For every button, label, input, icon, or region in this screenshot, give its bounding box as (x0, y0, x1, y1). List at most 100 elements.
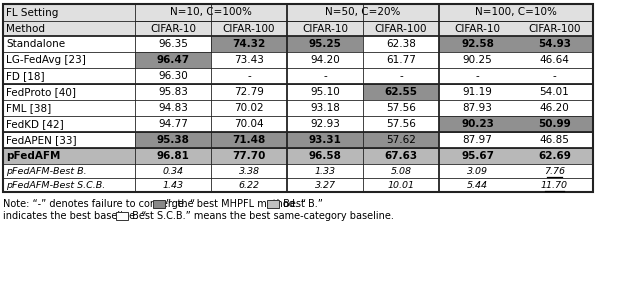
Text: 94.83: 94.83 (158, 103, 188, 113)
Text: 3.38: 3.38 (239, 166, 259, 176)
Text: 93.18: 93.18 (310, 103, 340, 113)
Text: indicates the best baseline. “: indicates the best baseline. “ (3, 211, 147, 221)
Text: 94.77: 94.77 (158, 119, 188, 129)
Bar (135, 178, 211, 192)
Bar (516, 132, 593, 148)
Bar (439, 148, 516, 164)
Text: 96.30: 96.30 (158, 71, 188, 81)
Text: FedAPEN [33]: FedAPEN [33] (6, 135, 77, 145)
Text: LG-FedAvg [23]: LG-FedAvg [23] (6, 55, 86, 65)
Bar (268, 200, 279, 208)
Bar (516, 84, 593, 100)
Text: N=10, C=100%: N=10, C=100% (170, 7, 252, 18)
Bar (135, 148, 211, 164)
Text: Best B.”: Best B.” (280, 199, 323, 209)
Bar (287, 21, 363, 36)
Text: 77.70: 77.70 (232, 151, 266, 161)
Bar (363, 21, 439, 36)
Text: 96.81: 96.81 (157, 151, 189, 161)
Text: 95.25: 95.25 (308, 39, 341, 49)
Text: 10.01: 10.01 (387, 181, 415, 189)
Bar (211, 21, 287, 36)
Bar (135, 116, 211, 132)
Bar (3, 178, 135, 192)
Bar (135, 21, 211, 36)
Bar (439, 116, 516, 132)
Text: -: - (247, 71, 251, 81)
Bar (3, 36, 135, 52)
Text: 93.31: 93.31 (308, 135, 341, 145)
Bar (135, 36, 211, 52)
Text: 62.38: 62.38 (386, 39, 416, 49)
Text: 95.38: 95.38 (157, 135, 189, 145)
Bar (211, 116, 287, 132)
Bar (363, 148, 439, 164)
Bar (287, 164, 363, 178)
Text: 96.58: 96.58 (308, 151, 341, 161)
Text: 73.43: 73.43 (234, 55, 264, 65)
Bar (287, 4, 439, 21)
Text: FL Setting: FL Setting (6, 7, 58, 18)
Text: 46.20: 46.20 (540, 103, 570, 113)
Bar (211, 178, 287, 192)
Text: CIFAR-100: CIFAR-100 (223, 24, 275, 34)
Text: FML [38]: FML [38] (6, 103, 51, 113)
Text: 87.97: 87.97 (463, 135, 492, 145)
Text: 1.43: 1.43 (163, 181, 184, 189)
Bar (363, 178, 439, 192)
Text: 94.20: 94.20 (310, 55, 340, 65)
Text: 0.34: 0.34 (163, 166, 184, 176)
Text: 92.58: 92.58 (461, 39, 494, 49)
Text: pFedAFM-Best B.: pFedAFM-Best B. (6, 166, 86, 176)
Text: 5.44: 5.44 (467, 181, 488, 189)
Bar (363, 132, 439, 148)
Bar (3, 21, 135, 36)
Bar (135, 132, 211, 148)
Text: FD [18]: FD [18] (6, 71, 45, 81)
Bar (516, 164, 593, 178)
Text: ”: the best MHPFL method. “: ”: the best MHPFL method. “ (166, 199, 306, 209)
Bar (135, 84, 211, 100)
Text: 5.08: 5.08 (390, 166, 412, 176)
Bar (439, 164, 516, 178)
Text: Standalone: Standalone (6, 39, 65, 49)
Bar (363, 116, 439, 132)
Bar (363, 52, 439, 68)
Text: 3.27: 3.27 (314, 181, 335, 189)
Text: N=100, C=10%: N=100, C=10% (475, 7, 557, 18)
Bar (363, 36, 439, 52)
Bar (439, 52, 516, 68)
Bar (3, 132, 135, 148)
Text: 54.01: 54.01 (540, 87, 570, 97)
Text: 3.09: 3.09 (467, 166, 488, 176)
Bar (439, 4, 593, 21)
Bar (516, 148, 593, 164)
Text: Method: Method (6, 24, 45, 34)
Bar (211, 52, 287, 68)
Bar (135, 68, 211, 84)
Bar (3, 100, 135, 116)
Text: 50.99: 50.99 (538, 119, 571, 129)
Bar (287, 84, 363, 100)
Text: Note: “-” denotes failure to converge. “: Note: “-” denotes failure to converge. “ (3, 199, 195, 209)
Bar (287, 116, 363, 132)
Text: 72.79: 72.79 (234, 87, 264, 97)
Text: FedProto [40]: FedProto [40] (6, 87, 76, 97)
Bar (287, 148, 363, 164)
Bar (211, 164, 287, 178)
Bar (439, 68, 516, 84)
Bar (363, 68, 439, 84)
Text: 90.23: 90.23 (461, 119, 494, 129)
Text: 6.22: 6.22 (239, 181, 259, 189)
Text: CIFAR-10: CIFAR-10 (302, 24, 348, 34)
Text: FedKD [42]: FedKD [42] (6, 119, 64, 129)
Text: 57.62: 57.62 (386, 135, 416, 145)
Bar (3, 68, 135, 84)
Text: CIFAR-100: CIFAR-100 (528, 24, 580, 34)
Bar (135, 164, 211, 178)
Text: 90.25: 90.25 (463, 55, 492, 65)
Text: -: - (552, 71, 556, 81)
Text: 1.33: 1.33 (314, 166, 335, 176)
Text: 96.35: 96.35 (158, 39, 188, 49)
Text: -: - (399, 71, 403, 81)
